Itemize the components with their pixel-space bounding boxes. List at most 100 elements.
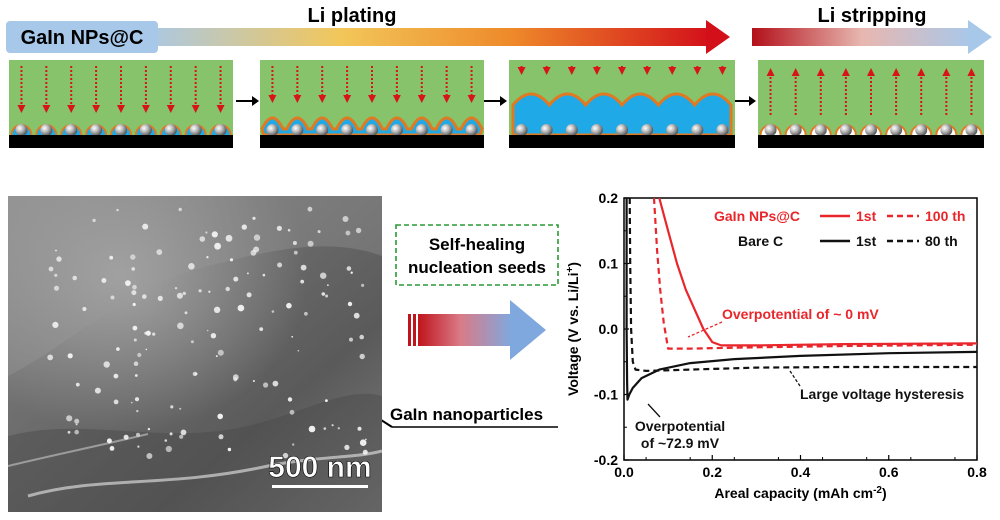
gain-nanoparticle <box>565 124 578 136</box>
gain-nanoparticle <box>716 124 729 136</box>
sem-particle <box>123 434 129 440</box>
annotation-overpotential-value: of ~72.9 mV <box>641 435 720 451</box>
sem-particle <box>136 409 139 413</box>
sem-particle <box>357 426 362 431</box>
sem-particle <box>246 272 249 275</box>
sem-particle <box>132 302 136 307</box>
sem-particle <box>246 292 252 298</box>
x-axis-label: Areal capacity (mAh cm-2) <box>714 485 886 502</box>
sem-particle <box>365 438 367 441</box>
sem-particle <box>218 434 224 440</box>
li-ion-arrow-up <box>867 68 875 115</box>
sem-particle <box>176 292 183 299</box>
sem-particle <box>133 338 137 342</box>
sem-particle <box>300 279 305 284</box>
sem-particle <box>55 249 57 252</box>
li-ion-arrow-down <box>567 66 576 75</box>
sem-particle <box>205 231 208 234</box>
gain-nanoparticle <box>965 124 978 136</box>
sem-particle <box>199 236 206 242</box>
voltage-chart: 0.0 0.2 0.4 0.6 0.8 -0.2 -0.1 0.0 0.1 0.2 Areal ca… <box>565 190 987 501</box>
sem-particle <box>132 325 138 331</box>
sem-particle <box>289 409 295 415</box>
sem-particle <box>164 439 168 442</box>
sem-particle <box>325 399 328 402</box>
li-ion-arrow-up <box>892 68 901 115</box>
li-ion-arrow-down <box>417 66 426 103</box>
schematic-panel-2 <box>260 60 484 148</box>
sem-particle <box>349 337 353 342</box>
sem-particle <box>48 266 54 272</box>
sem-particle <box>253 234 261 241</box>
chart-legend: GaIn NPs@C Bare C 1st 100 th 1st 80 th <box>714 208 965 249</box>
label-li-stripping: Li stripping <box>818 5 927 27</box>
sem-particle <box>74 429 79 435</box>
sem-particle <box>74 418 80 424</box>
gain-nanoparticle <box>540 124 553 136</box>
li-ion-arrow-up <box>967 68 976 115</box>
sem-particle <box>110 295 115 300</box>
li-ion-arrow-down <box>643 66 652 75</box>
y-tick-label: 0.2 <box>599 190 619 206</box>
sem-particle <box>362 449 368 455</box>
sem-particle <box>337 427 340 430</box>
step-arrow-1 <box>236 96 259 106</box>
sem-particle <box>75 423 78 426</box>
series-line-3 <box>625 198 978 401</box>
legend-label-1st-black: 1st <box>856 233 877 249</box>
li-ion-arrow-down <box>343 66 352 103</box>
sem-particle <box>67 353 73 359</box>
sem-particle <box>137 445 140 448</box>
gain-nanoparticle <box>590 124 603 136</box>
gain-nanoparticle <box>691 124 704 136</box>
li-ion-arrow-down <box>592 66 601 75</box>
sem-particle <box>293 250 298 255</box>
sem-particle <box>174 287 178 290</box>
gain-nanoparticle <box>839 124 852 136</box>
gain-nanoparticle <box>865 124 877 136</box>
schematic-panel-3 <box>509 60 735 148</box>
sem-particle <box>106 438 112 444</box>
scale-bar-label: 500 nm <box>268 451 371 484</box>
sem-particle <box>241 224 247 230</box>
sem-particle <box>272 380 279 387</box>
li-ion-arrow-up <box>841 68 850 115</box>
sem-particle <box>103 361 110 368</box>
sem-particle <box>347 301 353 307</box>
sem-particle <box>276 225 282 231</box>
sem-particle <box>47 354 54 361</box>
scale-bar <box>272 485 368 488</box>
gain-nanoparticle <box>366 124 378 136</box>
sem-particle <box>307 206 313 212</box>
li-ion-arrow-down <box>392 66 401 103</box>
sem-nanoparticles <box>47 206 368 459</box>
li-ion-arrow-down <box>293 66 302 103</box>
sem-particle <box>156 249 163 255</box>
sem-particle <box>308 425 316 433</box>
sem-image: 500 nm <box>8 196 382 512</box>
sem-particle <box>109 255 114 260</box>
sem-particle <box>217 349 224 356</box>
legend-group-bare-c: Bare C <box>738 233 783 249</box>
sem-particle <box>190 340 194 344</box>
sem-particle <box>262 273 266 277</box>
x-tick-label: 0.8 <box>967 464 987 480</box>
sem-particle <box>287 397 293 402</box>
sem-particle <box>147 427 151 431</box>
sem-particle <box>359 334 365 340</box>
li-ion-arrow-down <box>268 66 277 103</box>
sem-particle <box>52 321 59 328</box>
gain-nanoparticle <box>390 124 403 136</box>
gain-nanoparticle <box>40 124 53 136</box>
sem-particle <box>72 275 77 281</box>
sem-particle <box>157 295 163 301</box>
current-collector <box>260 135 484 148</box>
label-gain-nps-text: GaIn NPs@C <box>21 27 144 49</box>
sem-particle <box>232 374 239 381</box>
li-ion-arrow-down <box>442 66 451 103</box>
sem-particle <box>208 290 211 293</box>
label-box-gain-nps: GaIn NPs@C <box>6 21 158 53</box>
gain-nanoparticle <box>515 124 528 136</box>
sem-particle <box>198 289 202 293</box>
sem-particle <box>350 271 353 274</box>
